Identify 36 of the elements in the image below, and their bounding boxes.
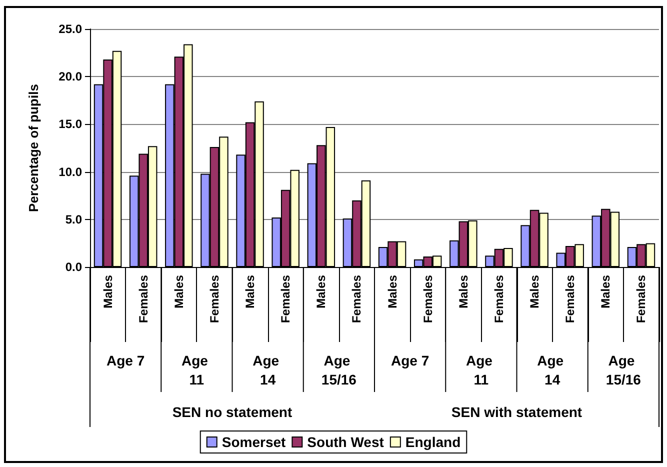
x-tick-label: Males [456, 274, 470, 308]
legend-label: Somerset [222, 434, 286, 450]
x-tick-label: Males [314, 274, 328, 308]
x-tick-label: Males [528, 274, 542, 308]
text: Age 14 [537, 352, 568, 388]
x-tick-label: Males [100, 274, 115, 308]
text: Age 15/16 [606, 352, 642, 388]
x-tick-label: Females [278, 274, 293, 324]
legend-label: England [405, 434, 461, 450]
text: Age 11 [466, 352, 496, 388]
x-tick-label: Females [563, 274, 578, 324]
x-tick-label: Females [492, 274, 506, 324]
y-tick-label: 15.0 [58, 117, 82, 132]
x-tick-label: Females [420, 274, 435, 324]
y-tick-label: 0.0 [65, 260, 82, 274]
text: SEN no statement [172, 404, 292, 420]
y-tick-label: 25.0 [58, 22, 82, 36]
text: Age 15/16 [321, 352, 357, 388]
legend-label: South West [307, 434, 384, 450]
x-tick-label: Males [598, 274, 613, 308]
x-tick-label: Females [350, 274, 364, 324]
x-tick-label: Females [634, 274, 648, 324]
x-tick-label: Males [243, 274, 258, 308]
x-tick-label: Females [136, 274, 150, 324]
x-tick-label: Males [172, 274, 186, 308]
x-tick-label: Males [385, 274, 400, 308]
y-tick-label: 5.0 [65, 212, 82, 226]
text: Age 7 [391, 352, 430, 368]
y-axis-title: Percentage of pupils [26, 84, 41, 212]
text: Age 11 [182, 352, 212, 388]
text: SEN with statement [451, 404, 582, 420]
y-tick-label: 20.0 [58, 70, 82, 84]
text: Age 7 [106, 352, 145, 368]
text: Age 14 [252, 352, 283, 388]
y-tick-label: 10.0 [58, 164, 82, 179]
x-tick-label: Females [207, 274, 222, 324]
